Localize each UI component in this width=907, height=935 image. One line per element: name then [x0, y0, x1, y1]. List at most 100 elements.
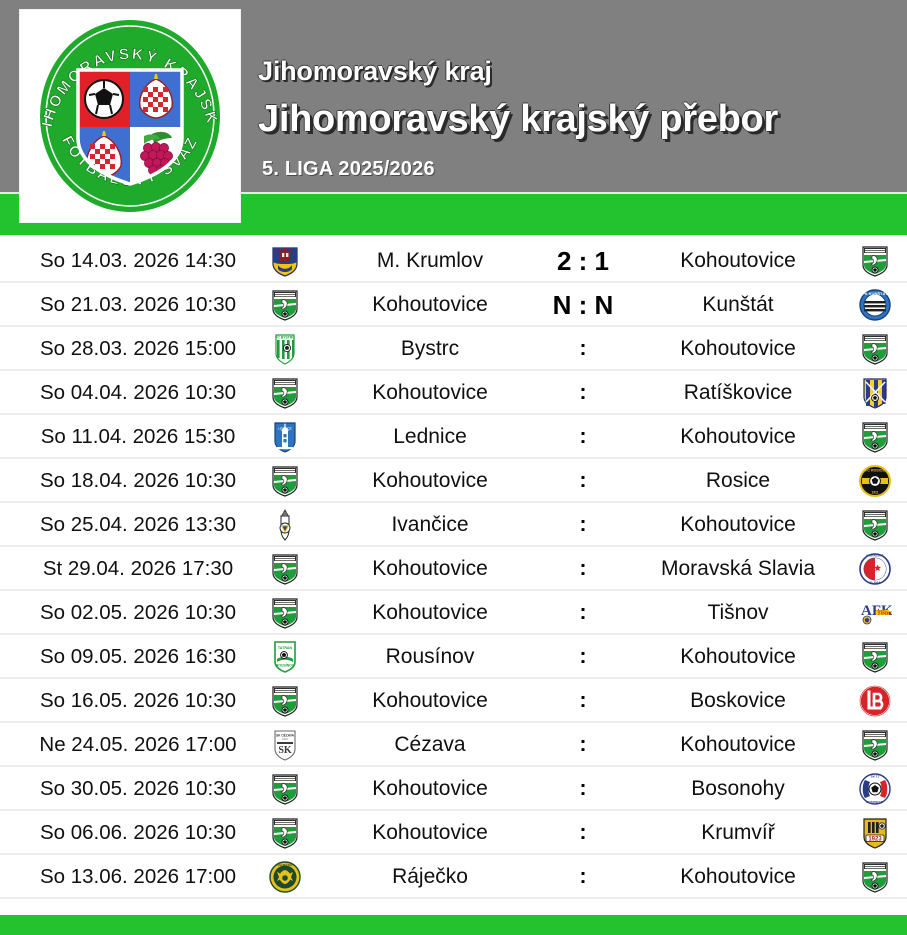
away-team-crest[interactable]	[858, 772, 892, 806]
home-team-name: Bystrc	[400, 337, 460, 360]
match-datetime: So 09.05. 2026 16:30	[39, 645, 237, 668]
match-score: :	[579, 821, 587, 844]
away-team-name: Tišnov	[707, 601, 769, 624]
jihomoravsky-krajsky-fotbalovy-svaz-logo: JIHOMORAVSKÝ KRAJSKÝ FOTBALOVÝ SVAZ	[20, 10, 240, 222]
away-team-name: Kohoutovice	[680, 645, 796, 668]
away-team-name: Kohoutovice	[680, 337, 796, 360]
match-row[interactable]: So 28.03. 2026 15:00 Bystrc: Kohoutovice	[0, 327, 907, 371]
match-row[interactable]: So 16.05. 2026 10:30 Kohoutovice: Boskovic…	[0, 679, 907, 723]
match-datetime: So 13.06. 2026 17:00	[39, 865, 237, 888]
crest-kohoutovice	[268, 596, 302, 630]
home-team-crest[interactable]	[268, 640, 302, 674]
region-title: Jihomoravský kraj	[258, 56, 492, 86]
crest-kohoutovice	[268, 816, 302, 850]
away-team-crest[interactable]	[858, 640, 892, 674]
away-team-crest[interactable]	[858, 420, 892, 454]
home-team-name: Kohoutovice	[372, 381, 488, 404]
crest-boskovice	[858, 684, 892, 718]
crest-kohoutovice	[858, 420, 892, 454]
away-team-crest[interactable]	[858, 508, 892, 542]
crest-m-krumlov	[268, 244, 302, 278]
match-score: 2 : 1	[556, 246, 610, 276]
match-score: N : N	[552, 290, 614, 320]
crest-ivancice	[268, 508, 302, 542]
home-team-crest[interactable]	[268, 464, 302, 498]
match-row[interactable]: St 29.04. 2026 17:30 Kohoutovice: Moravská…	[0, 547, 907, 591]
home-team-name: Kohoutovice	[372, 821, 488, 844]
home-team-name: Kohoutovice	[372, 469, 488, 492]
match-datetime: So 02.05. 2026 10:30	[39, 601, 237, 624]
league-season-subtitle: 5. LIGA 2025/2026	[262, 158, 435, 180]
home-team-crest[interactable]	[268, 552, 302, 586]
match-row[interactable]: So 13.06. 2026 17:00 Ráječko: Kohoutovice	[0, 855, 907, 899]
away-team-crest[interactable]	[858, 552, 892, 586]
away-team-name: Boskovice	[690, 689, 786, 712]
home-team-crest[interactable]	[268, 684, 302, 718]
crest-lednice	[268, 420, 302, 454]
home-team-name: Cézava	[394, 733, 466, 756]
home-team-crest[interactable]	[268, 420, 302, 454]
away-team-crest[interactable]	[858, 860, 892, 894]
match-datetime: So 06.06. 2026 10:30	[39, 821, 237, 844]
match-row[interactable]: So 21.03. 2026 10:30 Kohoutovice N : N Kunš…	[0, 283, 907, 327]
away-team-crest[interactable]	[858, 816, 892, 850]
match-row[interactable]: So 02.05. 2026 10:30 Kohoutovice: Tišnov	[0, 591, 907, 635]
association-logo-card: JIHOMORAVSKÝ KRAJSKÝ FOTBALOVÝ SVAZ	[20, 10, 240, 222]
crest-rajecko	[268, 860, 302, 894]
home-team-crest[interactable]	[268, 772, 302, 806]
away-team-crest[interactable]	[858, 596, 892, 630]
crest-kohoutovice	[858, 508, 892, 542]
match-score: :	[579, 557, 587, 580]
match-row[interactable]: So 09.05. 2026 16:30 Rousínov: Kohoutovice	[0, 635, 907, 679]
match-datetime: So 14.03. 2026 14:30	[39, 249, 237, 272]
match-row[interactable]: So 18.04. 2026 10:30 Kohoutovice: Rosice	[0, 459, 907, 503]
home-team-crest[interactable]	[268, 596, 302, 630]
match-row[interactable]: So 06.06. 2026 10:30 Kohoutovice: Krumvíř	[0, 811, 907, 855]
match-row[interactable]: So 25.04. 2026 13:30 Ivančice: Kohoutovice	[0, 503, 907, 547]
home-team-name: Lednice	[393, 425, 467, 448]
away-team-crest[interactable]	[858, 684, 892, 718]
away-team-crest[interactable]	[858, 244, 892, 278]
match-row[interactable]: Ne 24.05. 2026 17:00 Cézava: Kohoutovice	[0, 723, 907, 767]
match-datetime: Ne 24.05. 2026 17:00	[39, 733, 237, 756]
header-text-block: Jihomoravský kraj Jihomoravský krajský p…	[258, 0, 898, 192]
crest-kohoutovice	[268, 288, 302, 322]
away-team-crest[interactable]	[858, 728, 892, 762]
match-row[interactable]: So 11.04. 2026 15:30 Lednice: Kohoutovice	[0, 415, 907, 459]
crest-kohoutovice	[268, 552, 302, 586]
away-team-crest[interactable]	[858, 332, 892, 366]
crest-kohoutovice	[268, 684, 302, 718]
home-team-crest[interactable]	[268, 860, 302, 894]
match-score: :	[579, 601, 587, 624]
away-team-name: Kohoutovice	[680, 733, 796, 756]
home-team-name: Kohoutovice	[372, 689, 488, 712]
away-team-name: Kohoutovice	[680, 249, 796, 272]
home-team-crest[interactable]	[268, 288, 302, 322]
match-datetime: So 11.04. 2026 15:30	[40, 425, 236, 448]
page-title: Jihomoravský krajský přebor	[258, 98, 778, 140]
away-team-crest[interactable]	[858, 376, 892, 410]
home-team-crest[interactable]	[268, 728, 302, 762]
home-team-crest[interactable]	[268, 332, 302, 366]
match-row[interactable]: So 30.05. 2026 10:30 Kohoutovice: Bosonohy	[0, 767, 907, 811]
home-team-name: Rousínov	[385, 645, 475, 668]
away-team-name: Krumvíř	[701, 821, 775, 844]
home-team-crest[interactable]	[268, 376, 302, 410]
match-score: :	[579, 337, 587, 360]
match-row[interactable]: So 14.03. 2026 14:30 M. Krumlov 2 : 1 Kohou…	[0, 239, 907, 283]
match-row[interactable]: So 04.04. 2026 10:30 Kohoutovice: Ratíškov…	[0, 371, 907, 415]
match-score: :	[579, 733, 587, 756]
away-team-crest[interactable]	[858, 464, 892, 498]
crest-kohoutovice	[858, 728, 892, 762]
crest-kohoutovice	[268, 772, 302, 806]
home-team-name: Kohoutovice	[372, 557, 488, 580]
away-team-name: Ratíškovice	[683, 381, 793, 404]
match-datetime: So 16.05. 2026 10:30	[39, 689, 237, 712]
away-team-crest[interactable]	[858, 288, 892, 322]
home-team-crest[interactable]	[268, 816, 302, 850]
crest-ratiskovice	[858, 376, 892, 410]
crest-rousinov	[268, 640, 302, 674]
home-team-crest[interactable]	[268, 508, 302, 542]
home-team-crest[interactable]	[268, 244, 302, 278]
